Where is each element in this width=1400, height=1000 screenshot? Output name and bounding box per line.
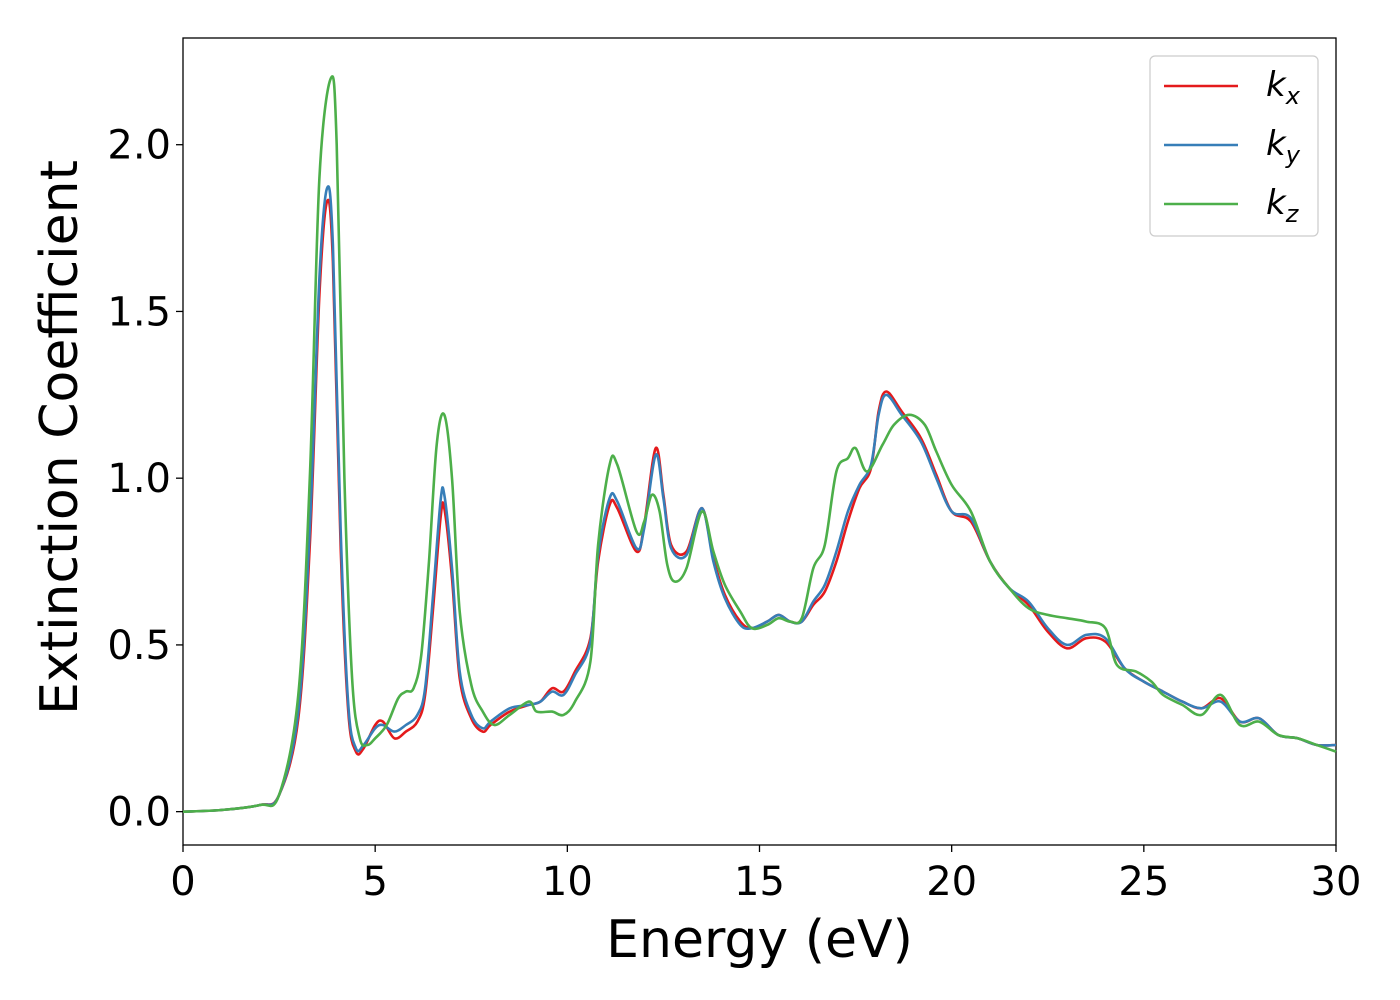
legend-label-kx: kx	[1266, 65, 1301, 110]
y-tick-label: 0.0	[107, 790, 171, 836]
y-axis-label: Extinction Coefficient	[30, 160, 90, 715]
series-line-ky	[182, 185, 1337, 813]
legend-label-ky: ky	[1266, 124, 1301, 169]
x-tick-label: 30	[1311, 859, 1362, 905]
y-axis-ticks: 0.0 0.5 1.0 1.5 2.0	[107, 123, 183, 836]
x-tick-label: 25	[1118, 859, 1169, 905]
x-axis-ticks: 0 5 10 15 20 25 30	[170, 845, 1361, 905]
x-tick-label: 0	[170, 859, 195, 905]
y-tick-label: 1.5	[107, 289, 171, 335]
y-tick-label: 1.0	[107, 456, 171, 502]
x-tick-label: 10	[542, 859, 593, 905]
legend-label-kz: kz	[1266, 183, 1300, 228]
x-axis-label: Energy (eV)	[606, 910, 913, 970]
series-line-kz	[182, 75, 1337, 813]
series-lines	[182, 75, 1337, 813]
y-tick-label: 2.0	[107, 123, 171, 169]
y-tick-label: 0.5	[107, 623, 171, 669]
x-tick-label: 15	[734, 859, 785, 905]
legend: kx ky kz	[1149, 55, 1319, 237]
x-tick-label: 5	[362, 859, 387, 905]
x-tick-label: 20	[926, 859, 977, 905]
